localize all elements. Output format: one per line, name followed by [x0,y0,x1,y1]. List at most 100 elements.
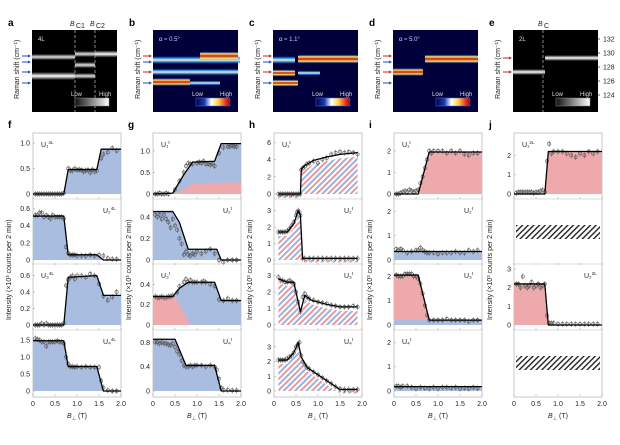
data-point [101,253,106,258]
subplot-label: U₂2L [584,271,597,280]
data-point [538,189,543,194]
data-point [338,149,342,154]
intensity-panel-f: f Intensity (×10³ counts per 2 min) 0 0.5 1.… [6,120,126,422]
red-area [175,182,241,194]
y-tick-label: 0 [26,389,30,396]
raman-band [545,55,598,61]
y-tick-label: 132 [603,37,615,44]
fit-line [394,151,482,195]
subplot: 0 2 4 6 U₁t [267,140,360,199]
fit-line [33,148,121,195]
x-axis-label: B⊥ (T) [548,413,568,422]
y-tick-label: 1.0 [20,141,30,148]
data-point [466,153,471,158]
subplot-label: U₁2L [522,140,535,149]
y-tick-label: 0.2 [140,236,150,243]
arrow-head-icon [28,70,31,74]
y-tick-label: 0 [26,258,30,265]
data-point [153,212,158,217]
data-point [569,322,574,326]
raman-band [200,51,238,61]
arrow-head-icon [509,56,512,60]
intensity-plots: f Intensity (×10³ counts per 2 min) 0 0.5 1.… [6,120,607,422]
data-point [436,252,440,256]
x-tick-label: 1.0 [192,401,202,408]
y-tick-label: 0 [507,192,511,199]
x-tick-label: 2.0 [357,401,367,408]
data-point [556,322,560,326]
y-axis-label: Raman shift (cm⁻¹) [14,40,21,99]
data-point [595,322,600,326]
data-point [212,251,217,256]
data-point [525,285,530,290]
data-point [105,150,110,155]
raman-band [75,73,95,79]
subplot-label: U₄t [344,337,354,346]
arrow-head-icon [269,54,272,58]
y-tick-label: 2 [387,209,391,216]
y-tick-label: 0.6 [20,206,30,213]
data-point [179,241,184,246]
y-axis-label: Raman shift (cm⁻¹) [255,40,262,99]
data-point [155,215,160,219]
data-point [333,384,338,389]
arrow-head-icon [149,70,152,74]
intensity-panel-g: g Intensity (×10³ counts per 2 min) 0 0.5 1.… [126,120,246,422]
map-corner-label: α ≈ 0.5° [159,37,180,43]
y-tick-label: 1 [507,304,511,311]
data-point [44,344,49,349]
data-point [582,322,587,326]
map-corner-label: 4L [38,37,45,43]
fit-line [278,341,358,391]
fit-line [153,338,241,392]
data-point [177,236,182,241]
y-tick-label: 1 [267,306,271,313]
data-point [114,257,119,262]
x-tick-label: 1.0 [72,401,82,408]
y-axis-label: Raman shift (cm⁻¹) [135,40,142,99]
y-tick-label: 0.4 [140,282,150,289]
filled-area [33,216,121,260]
data-point [105,388,110,393]
data-point [307,161,312,165]
data-point [188,253,193,258]
arrow-head-icon [269,81,272,85]
subplot: 0 1 2 3 U₄t [267,329,362,396]
panel-letter: b [129,18,135,29]
data-point [53,215,57,219]
y-axis-label: Intensity (×10³ counts per 2 min) [487,219,494,320]
raman-band [298,70,320,76]
colorbar-high-label: High [460,92,472,98]
x-tick-label: 0 [31,401,35,408]
subplot: 0 0.2 0.4 0.6 U₂4L [20,198,121,265]
y-tick-label: 3 [267,208,271,215]
x-axis-label: B⊥ (T) [428,413,448,422]
colorbar [435,97,471,107]
data-point [79,253,84,258]
colorbar-high-label: High [580,92,592,98]
arrow-head-icon [509,70,512,74]
data-point [538,285,543,290]
subplot-label: U₃t [344,271,354,280]
filled-area [514,283,602,325]
marker-label: B [90,21,95,28]
y-tick-label: 0 [267,389,271,396]
raman-band [513,69,545,75]
data-point [573,155,578,160]
subplot: 0 1 2 3 U₂2L [507,263,602,330]
data-point [164,217,169,221]
y-tick-label: 3 [267,273,271,280]
data-point [170,341,175,346]
colorbar-low-label: Low [192,92,204,98]
arrow-head-icon [389,70,392,74]
subplot-label: U₄t [223,337,233,346]
y-tick-label: 1.5 [20,338,30,345]
data-point [92,365,97,370]
data-point [166,220,171,225]
arrow-head-icon [389,54,392,58]
subplot: 0 1 2 U₁2L [507,140,602,199]
data-point [170,217,175,221]
panel-letter: j [488,120,492,131]
data-point [418,385,423,390]
